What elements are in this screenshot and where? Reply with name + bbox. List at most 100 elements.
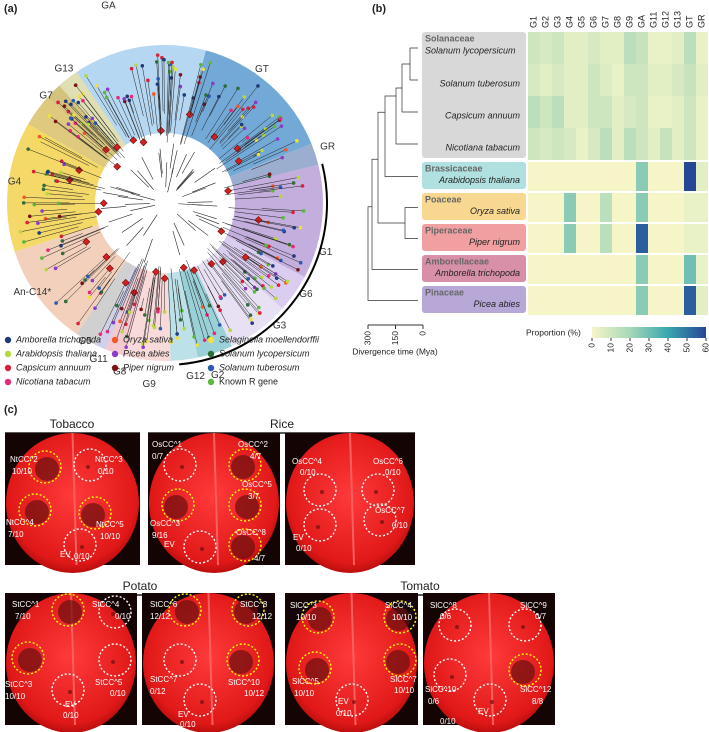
leaf-dot xyxy=(248,313,253,317)
leaf-dot xyxy=(256,84,260,88)
tick-label: 0 xyxy=(417,331,427,336)
construct-label: EV xyxy=(478,707,489,716)
branch xyxy=(242,173,270,182)
branch xyxy=(227,177,299,192)
leaf-dot xyxy=(228,328,232,333)
heat-cell xyxy=(552,162,564,191)
lesion xyxy=(229,650,253,674)
heat-cell xyxy=(528,286,540,315)
branch xyxy=(85,116,98,131)
branch xyxy=(211,246,258,290)
leaf-dot xyxy=(59,243,63,248)
leaf-dot xyxy=(63,99,68,104)
group-title: Potato xyxy=(123,579,158,593)
heat-cell xyxy=(696,64,708,96)
leaf-dot xyxy=(84,115,88,119)
branch xyxy=(113,263,139,323)
branch xyxy=(173,86,181,137)
leaf-dot xyxy=(60,251,65,256)
branch xyxy=(94,278,116,309)
legend-label: Selaginella moellendorffii xyxy=(219,334,320,344)
leaf-dot xyxy=(134,63,138,67)
construct-label: SlCC^10 xyxy=(425,685,457,694)
clade-label: G1 xyxy=(319,247,333,258)
leaf-dot xyxy=(32,202,37,207)
branch xyxy=(176,169,194,189)
score-label: 0/10 xyxy=(336,709,352,718)
lesion xyxy=(200,547,204,551)
heat-cell xyxy=(660,255,672,284)
leaf-dot xyxy=(68,116,73,121)
species-label: Solanum tuberosum xyxy=(439,78,520,88)
leaf-dot xyxy=(57,214,62,219)
score-label: 4/7 xyxy=(254,554,266,563)
infiltration-ring xyxy=(383,600,417,634)
leaf xyxy=(143,593,274,732)
heat-cell xyxy=(612,128,624,160)
branch xyxy=(127,292,135,313)
heat-cell xyxy=(624,96,636,128)
heat-cell xyxy=(636,32,648,64)
leaf-dot xyxy=(105,329,110,334)
branch xyxy=(143,238,153,263)
branch xyxy=(157,84,161,136)
leaf-dot xyxy=(267,244,271,249)
leaf-midrib xyxy=(71,432,78,566)
leaf-dot xyxy=(249,317,253,322)
family-label: Poaceae xyxy=(425,194,462,204)
leaf-dot xyxy=(46,248,50,252)
branch xyxy=(183,267,205,341)
construct-label: NtCC^3 xyxy=(95,455,123,464)
heat-cell xyxy=(612,64,624,96)
heat-cell xyxy=(588,224,600,253)
family-box xyxy=(422,255,526,282)
leaf-dot xyxy=(81,98,85,103)
branch xyxy=(192,182,216,193)
heat-cell xyxy=(612,255,624,284)
leaf-dot xyxy=(69,102,73,107)
score-label: 10/12 xyxy=(244,689,265,698)
branch xyxy=(235,263,265,289)
construct-label: StCC^7 xyxy=(150,675,178,684)
construct-label: OsCC^8 xyxy=(236,528,267,537)
branch xyxy=(47,225,109,251)
node-marker xyxy=(218,257,227,266)
leaf-dot xyxy=(141,345,145,350)
branch xyxy=(261,208,304,212)
branch xyxy=(205,293,220,326)
score-label: 3/7 xyxy=(248,492,260,501)
heat-cell xyxy=(624,255,636,284)
leaf-dot xyxy=(278,185,283,189)
species-label: Picea abies xyxy=(473,299,520,309)
leaf-dot xyxy=(256,250,261,254)
clade-arc xyxy=(179,163,328,366)
branch xyxy=(43,136,83,158)
species-label: Arabidopsis thaliana xyxy=(438,175,520,185)
branch xyxy=(223,106,239,126)
node-marker xyxy=(65,175,74,184)
branch xyxy=(223,268,259,308)
leaf-dot xyxy=(273,296,278,301)
branch xyxy=(168,278,172,343)
branch xyxy=(244,237,301,263)
lesion xyxy=(180,465,184,469)
branch xyxy=(209,243,249,280)
clade-label: GT xyxy=(255,64,269,75)
leaf-dot xyxy=(264,243,268,248)
infiltration-ring xyxy=(231,593,265,627)
branch xyxy=(131,68,144,117)
branch xyxy=(157,78,162,131)
branch xyxy=(23,226,79,243)
branch xyxy=(46,246,88,270)
infiltration-ring xyxy=(228,448,262,482)
leaf-dot xyxy=(22,195,26,200)
construct-label: EV xyxy=(178,710,189,719)
tick-label: 50 xyxy=(681,343,691,353)
heat-cell xyxy=(684,128,696,160)
heat-cell xyxy=(564,128,576,160)
leaf-dot xyxy=(262,286,266,291)
leaf-midrib xyxy=(207,592,214,726)
legend-swatch xyxy=(4,350,12,358)
branch xyxy=(153,93,158,131)
family-label: Piperaceae xyxy=(425,225,473,235)
